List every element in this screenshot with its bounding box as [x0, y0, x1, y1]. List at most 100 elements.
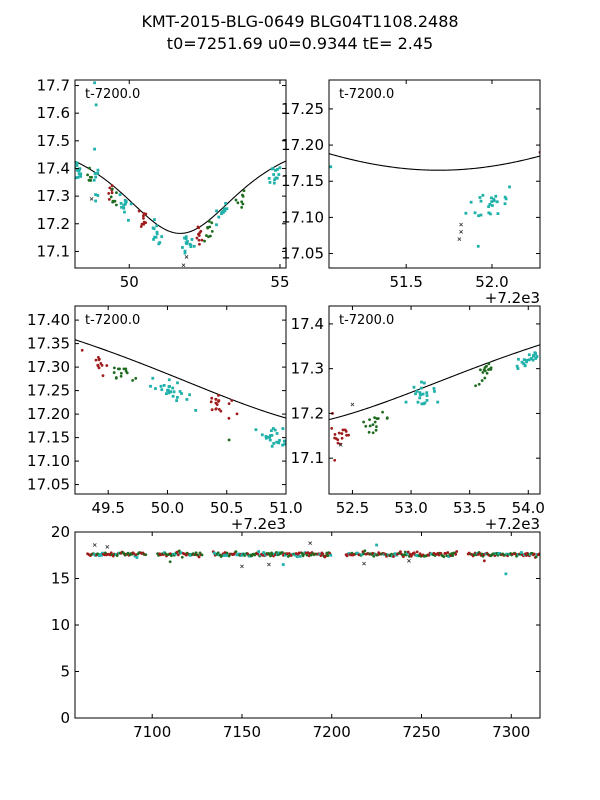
data-point-red	[142, 217, 145, 220]
data-point-red	[227, 402, 231, 405]
y-tick-label: 17.2	[291, 404, 324, 422]
data-point-red	[406, 550, 410, 554]
axes-frame	[328, 79, 541, 269]
data-point-cyan	[418, 393, 422, 397]
data-point-green	[368, 418, 371, 422]
data-point-cyan	[169, 390, 173, 394]
data-point-green	[234, 198, 238, 202]
data-point-cyan	[78, 167, 82, 171]
data-point-green	[210, 221, 214, 225]
data-point-cyan	[275, 440, 279, 444]
data-point-cyan	[215, 209, 218, 213]
data-point-red	[99, 362, 103, 365]
data-point-cyan	[92, 178, 96, 182]
data-point-cyan	[274, 176, 278, 180]
data-point-cyan	[527, 358, 531, 362]
data-point-cyan	[224, 201, 227, 205]
data-point-cyan	[270, 444, 274, 448]
data-point-red	[214, 401, 218, 405]
data-point-cyan	[404, 400, 408, 404]
data-point-cyan	[164, 392, 168, 396]
data-point-cyan	[167, 385, 171, 388]
data-point-cyan	[525, 358, 529, 362]
data-point-cyan	[183, 249, 187, 253]
data-point-red	[137, 209, 141, 213]
data-point-red	[110, 184, 114, 188]
data-point-cyan	[212, 551, 216, 555]
data-point-cyan	[175, 399, 179, 402]
data-point-cyan	[94, 199, 98, 203]
data-point-green	[124, 369, 128, 373]
data-point-cyan	[420, 380, 423, 384]
data-point-red	[197, 234, 201, 237]
panel-bottom-plot-area	[86, 541, 540, 576]
axes-frame	[74, 79, 287, 269]
data-point-green	[487, 362, 491, 366]
data-point-cyan	[356, 552, 360, 556]
data-point-green	[112, 200, 116, 203]
data-point-cyan	[490, 204, 494, 207]
data-point-green	[122, 367, 126, 371]
y-tick-label: 17.1	[37, 242, 70, 260]
data-point-green	[309, 553, 313, 557]
model-curve	[329, 344, 540, 421]
data-point-cyan	[496, 212, 500, 216]
y-tick-label: 17.25	[281, 100, 324, 118]
y-tick-label: 17.6	[37, 104, 70, 122]
outlier-point-cross	[181, 263, 186, 268]
data-point-cyan	[96, 168, 100, 172]
data-point-cyan	[122, 203, 126, 207]
data-point-red	[80, 348, 84, 352]
data-point-cyan	[273, 428, 277, 432]
data-point-cyan	[70, 170, 73, 173]
outlier-point-cross	[105, 544, 110, 549]
data-point-red	[454, 552, 458, 556]
data-point-green	[241, 193, 244, 197]
data-point-cyan	[260, 433, 264, 437]
data-point-red	[198, 242, 201, 246]
data-point-green	[368, 424, 372, 428]
y-tick-label: 17.40	[27, 311, 70, 329]
data-point-cyan	[79, 172, 83, 176]
data-point-red	[210, 396, 214, 400]
data-point-red	[110, 191, 114, 195]
data-point-cyan	[520, 360, 524, 364]
data-point-cyan	[433, 390, 436, 393]
data-point-red	[197, 555, 201, 559]
data-point-red	[392, 555, 395, 558]
data-point-green	[381, 410, 384, 414]
data-point-cyan	[225, 207, 229, 211]
data-point-green	[375, 425, 378, 429]
data-point-cyan	[525, 360, 528, 364]
x-tick-label: 7150	[223, 723, 261, 741]
data-point-cyan	[498, 552, 502, 555]
x-tick-label: 54.0	[512, 499, 545, 517]
data-point-cyan	[154, 235, 158, 239]
data-point-red	[256, 552, 260, 556]
data-point-green	[206, 226, 210, 230]
panel-label: t-7200.0	[339, 313, 394, 328]
y-tick-label: 17.7	[37, 77, 70, 95]
y-tick-label: 5	[60, 663, 70, 681]
data-point-cyan	[240, 554, 244, 557]
data-point-cyan	[176, 381, 179, 385]
data-point-cyan	[123, 198, 127, 202]
data-point-red	[337, 431, 341, 435]
data-point-green	[478, 368, 482, 372]
figure-title-line2: t0=7251.69 u0=0.9344 tE= 2.45	[166, 34, 434, 53]
data-point-cyan	[135, 556, 139, 559]
x-tick-label: 7250	[402, 723, 440, 741]
data-point-cyan	[77, 168, 81, 172]
outlier-point-cyan	[93, 81, 96, 85]
data-point-cyan	[295, 555, 299, 559]
x-tick-label: 7100	[133, 723, 171, 741]
data-point-cyan	[100, 551, 104, 555]
data-point-cyan	[534, 352, 538, 356]
data-point-green	[89, 179, 93, 182]
data-point-cyan	[96, 171, 100, 175]
y-tick-label: 0	[60, 709, 70, 727]
data-point-cyan	[220, 210, 224, 214]
data-point-green	[240, 205, 244, 209]
axes-frame	[74, 305, 287, 495]
